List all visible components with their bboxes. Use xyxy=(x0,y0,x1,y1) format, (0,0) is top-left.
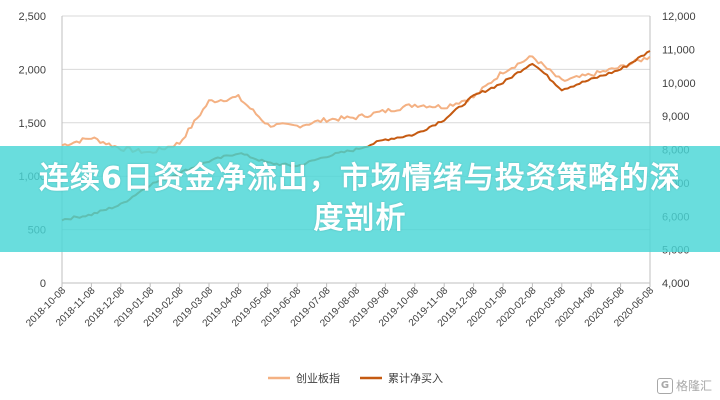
watermark-text: 格隆汇 xyxy=(675,379,712,393)
banner-title: 连续6日资金净流出，市场情绪与投资策略的深度剖析 xyxy=(39,161,681,236)
left-axis-tick-label: 2,500 xyxy=(18,11,46,23)
watermark: G 格隆汇 xyxy=(656,377,712,394)
left-axis-tick-label: 2,000 xyxy=(18,64,46,76)
watermark-logo-icon: G xyxy=(656,377,673,394)
right-axis-tick-label: 11,000 xyxy=(662,44,695,56)
right-axis-tick-label: 10,000 xyxy=(662,78,696,90)
left-axis-tick-label: 1,500 xyxy=(18,118,46,130)
right-axis-tick-label: 12,000 xyxy=(662,11,696,23)
title-banner: 连续6日资金净流出，市场情绪与投资策略的深度剖析 xyxy=(0,146,720,252)
legend: 创业板指 累计净买入 xyxy=(268,371,443,385)
left-axis-tick-label: 0 xyxy=(40,278,46,290)
right-axis-tick-label: 9,000 xyxy=(662,111,690,123)
legend-label: 累计净买入 xyxy=(388,371,443,385)
right-axis-tick-label: 4,000 xyxy=(662,278,690,290)
legend-label: 创业板指 xyxy=(296,371,340,385)
x-axis-ticks: 2018-10-082018-11-082018-12-082019-01-08… xyxy=(24,283,656,329)
series-line-chuangye-index xyxy=(61,55,651,154)
